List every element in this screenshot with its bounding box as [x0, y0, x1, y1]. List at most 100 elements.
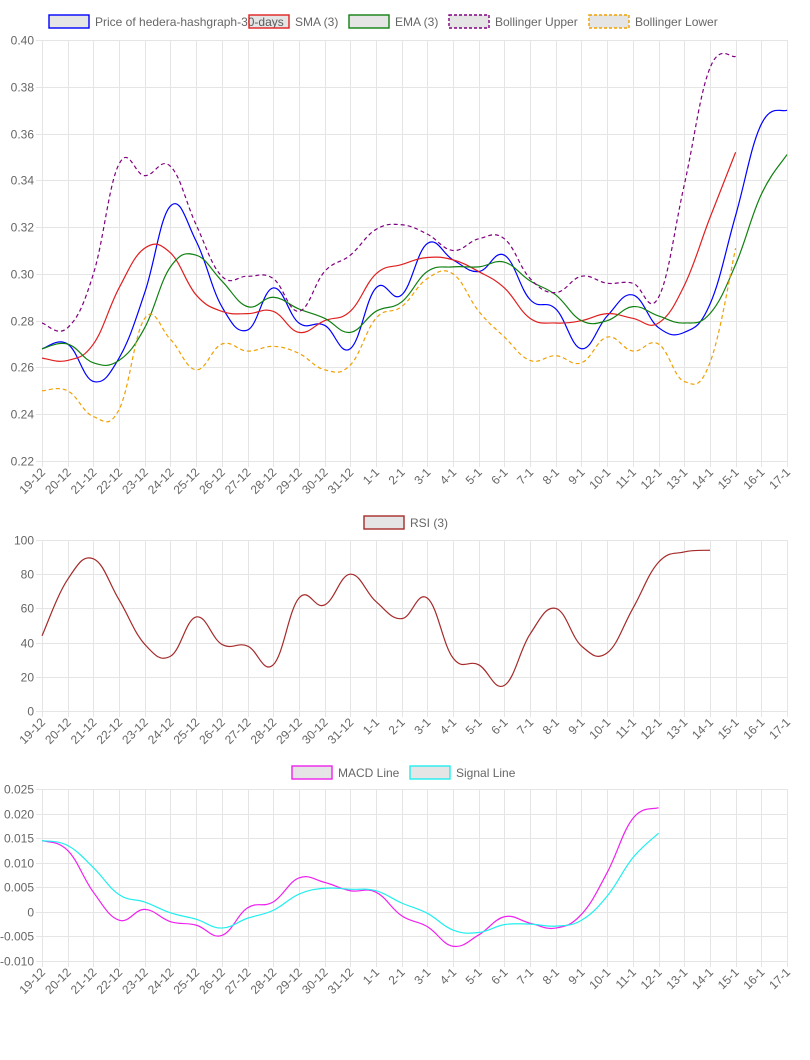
series-line: [41, 807, 659, 948]
x-tick-label: 31-12: [325, 465, 357, 497]
x-tick-label: 30-12: [299, 465, 331, 497]
legend-label[interactable]: SMA (3): [295, 15, 338, 29]
y-tick-label: 0: [27, 906, 34, 920]
y-tick-label: 60: [21, 602, 35, 616]
legend: Price of hedera-hashgraph-30-days SMA (3)…: [48, 14, 718, 29]
legend-swatch[interactable]: [588, 14, 630, 29]
x-tick-label: 5-1: [463, 465, 485, 487]
x-tick-label: 11-1: [613, 715, 639, 741]
x-tick-label: 4-1: [437, 965, 459, 987]
x-tick-label: 1-1: [360, 715, 382, 737]
x-tick-label: 26-12: [196, 715, 228, 747]
y-tick-label: 0.40: [11, 34, 35, 48]
legend: MACD Line Signal Line: [291, 765, 516, 780]
legend-swatch[interactable]: [291, 765, 333, 780]
y-tick-label: 0.015: [4, 832, 34, 846]
chart-3: 0.025 0.020 0.015 0.010 0.005 0 -0.005 -0.01019…: [0, 765, 794, 997]
legend-swatch[interactable]: [409, 765, 451, 780]
y-tick-label: 0.34: [11, 174, 35, 188]
legend-label[interactable]: Bollinger Lower: [635, 15, 718, 29]
x-tick-label: 9-1: [565, 715, 587, 737]
y-tick-label: 20: [21, 671, 35, 685]
x-tick-label: 19-12: [17, 715, 49, 747]
y-axis: 0.025 0.020 0.015 0.010 0.005 0 -0.005 -0.010: [0, 783, 34, 969]
x-tick-label: 2-1: [386, 965, 408, 987]
legend-swatch[interactable]: [448, 14, 490, 29]
legend: RSI (3): [363, 515, 448, 530]
x-axis: 19-1220-1221-1222-1223-1224-1225-1226-12…: [17, 715, 794, 747]
x-tick-label: 5-1: [463, 715, 485, 737]
legend-label[interactable]: Price of hedera-hashgraph-30-days: [95, 15, 284, 29]
x-tick-label: 24-12: [145, 465, 177, 497]
y-tick-label: -0.005: [0, 930, 34, 944]
x-tick-label: 27-12: [222, 715, 254, 747]
x-tick-label: 2-1: [386, 465, 408, 487]
legend-label[interactable]: RSI (3): [410, 516, 448, 530]
x-tick-label: 23-12: [119, 715, 151, 747]
x-tick-label: 11-1: [613, 965, 639, 991]
x-tick-label: 21-12: [68, 465, 100, 497]
legend-swatch[interactable]: [48, 14, 90, 29]
x-tick-label: 12-1: [638, 715, 665, 742]
x-tick-label: 26-12: [196, 965, 228, 997]
x-tick-label: 21-12: [68, 715, 100, 747]
x-tick-label: 23-12: [119, 965, 151, 997]
legend-label[interactable]: Signal Line: [456, 766, 516, 780]
x-tick-label: 22-12: [94, 715, 126, 747]
x-tick-label: 28-12: [248, 715, 280, 747]
x-tick-label: 15-1: [715, 965, 742, 992]
x-tick-label: 5-1: [463, 965, 485, 987]
series-line: [41, 154, 788, 367]
x-tick-label: 22-12: [94, 965, 126, 997]
x-tick-label: 16-1: [741, 965, 768, 992]
x-tick-label: 7-1: [514, 715, 536, 737]
legend-swatch[interactable]: [363, 515, 405, 530]
legend-swatch[interactable]: [348, 14, 390, 29]
y-tick-label: 100: [14, 534, 34, 548]
x-tick-label: 8-1: [540, 965, 562, 987]
legend-swatch[interactable]: [248, 14, 290, 29]
x-tick-label: 14-1: [689, 465, 716, 492]
x-tick-label: 12-1: [638, 465, 665, 492]
x-tick-label: 7-1: [514, 465, 536, 487]
x-tick-label: 21-12: [68, 965, 100, 997]
x-tick-label: 29-12: [273, 465, 305, 497]
x-tick-label: 11-1: [613, 465, 639, 491]
x-tick-label: 20-12: [42, 715, 74, 747]
x-tick-label: 24-12: [145, 715, 177, 747]
x-tick-label: 13-1: [663, 465, 690, 492]
legend-label[interactable]: MACD Line: [338, 766, 400, 780]
x-tick-label: 1-1: [360, 465, 382, 487]
x-tick-label: 4-1: [437, 465, 459, 487]
x-tick-label: 13-1: [663, 965, 690, 992]
legend-label[interactable]: Bollinger Upper: [495, 15, 578, 29]
x-tick-label: 19-12: [17, 465, 49, 497]
x-tick-label: 2-1: [386, 715, 408, 737]
x-tick-label: 20-12: [42, 465, 74, 497]
y-tick-label: 0.22: [11, 455, 35, 469]
x-tick-label: 10-1: [586, 465, 613, 492]
x-axis: 19-1220-1221-1222-1223-1224-1225-1226-12…: [17, 965, 794, 997]
y-tick-label: 0.28: [11, 315, 35, 329]
grid: [36, 40, 788, 467]
series-line: [41, 152, 737, 362]
legend-label[interactable]: EMA (3): [395, 15, 438, 29]
x-tick-label: 16-1: [741, 715, 768, 742]
series-group: [41, 807, 659, 948]
x-tick-label: 4-1: [437, 715, 459, 737]
x-tick-label: 29-12: [273, 965, 305, 997]
x-tick-label: 9-1: [565, 965, 587, 987]
series-group: [41, 52, 788, 423]
x-tick-label: 30-12: [299, 965, 331, 997]
x-tick-label: 15-1: [715, 465, 742, 492]
y-tick-label: 0.24: [11, 408, 35, 422]
x-tick-label: 14-1: [689, 965, 716, 992]
x-tick-label: 24-12: [145, 965, 177, 997]
x-tick-label: 6-1: [488, 465, 510, 487]
y-tick-label: 0.010: [4, 857, 34, 871]
y-tick-label: 0.005: [4, 881, 34, 895]
x-tick-label: 27-12: [222, 965, 254, 997]
x-tick-label: 1-1: [360, 965, 382, 987]
x-tick-label: 27-12: [222, 465, 254, 497]
